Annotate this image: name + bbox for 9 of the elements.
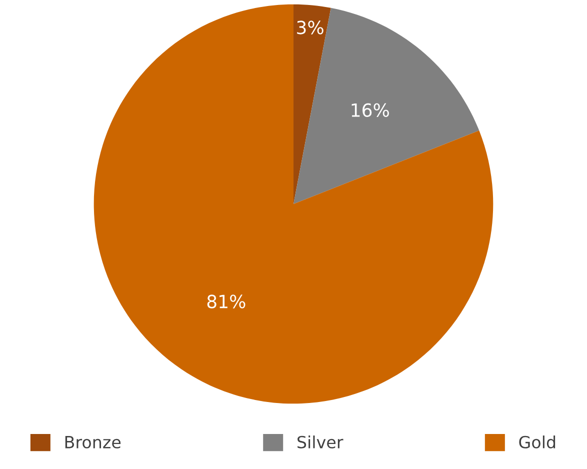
pie-slice	[294, 4, 331, 204]
pie-slice	[294, 8, 480, 204]
legend-label: Bronze	[65, 436, 121, 448]
data-label: 3%	[297, 20, 324, 34]
legend-label: Silver	[298, 436, 344, 448]
data-label: 16%	[352, 103, 389, 117]
legend-label: Gold	[519, 436, 556, 448]
pie-slice	[94, 4, 494, 404]
data-label: 81%	[207, 294, 246, 308]
